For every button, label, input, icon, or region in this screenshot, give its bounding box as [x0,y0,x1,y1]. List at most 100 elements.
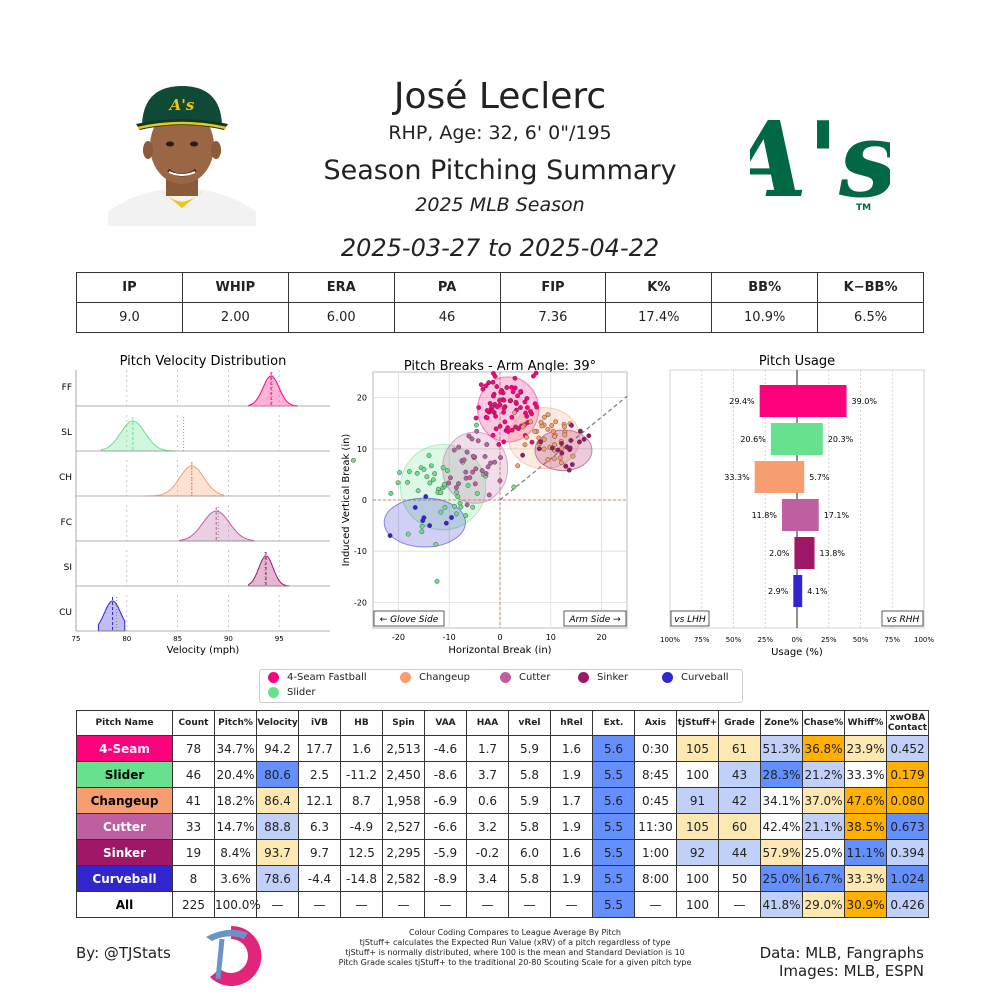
pitch-table-header-cell: Ext. [592,710,635,736]
velocity-density-changeup [144,465,224,497]
pitch-break-point [552,434,557,439]
pitch-metric-cell: 100 [676,891,719,918]
pitch-break-tick-x: 10 [546,633,556,642]
pitch-break-point [508,398,514,403]
pitch-break-point [395,480,401,486]
pitch-metric-cell: 25.0% [760,865,803,892]
pitch-metric-cell: 5.5 [592,865,635,892]
pitch-break-point [501,409,506,415]
summary-header-cell: K−BB% [817,272,924,303]
pitch-metric-cell: 0.394 [886,839,929,866]
pitch-metric-cell: 41.8% [760,891,803,918]
pitch-break-point [518,405,523,410]
velocity-x-label: Velocity (mph) [167,645,240,656]
pitch-name-cell: Cutter [76,813,173,840]
usage-bar-lhh [794,537,797,569]
pitch-break-point [464,449,470,455]
pitch-break-point [534,404,540,410]
pitch-break-point [494,404,500,410]
pitch-metric-cell: 5.9 [508,735,551,762]
usage-bar-lhh [782,499,797,531]
pitch-metric-cell: 61 [718,735,761,762]
pitch-break-point [451,447,457,453]
pitch-metric-cell: 9.7 [298,839,341,866]
pitch-break-point [512,375,518,381]
summary-value-cell: 7.36 [499,302,607,333]
pitch-break-point [434,578,440,584]
pitch-break-point [442,504,448,510]
legend-label: Curveball [681,672,729,683]
footer-note: tjStuff+ calculates the Expected Run Val… [359,938,671,947]
pitch-break-tick-y: 10 [357,445,367,454]
pitch-break-point [465,483,471,488]
pitch-usage-chart: Pitch Usage 100% 75% 50% 25% 0% 25% 50% 75% 100% 2… [660,354,934,658]
pitch-metric-cell: 8:45 [634,761,677,788]
usage-label-lhh: 29.4% [729,397,755,406]
usage-bar-rhh [797,499,819,531]
summary-header-cell: IP [76,272,183,303]
pitch-break-point [473,466,479,472]
pitch-break-point [444,468,450,473]
pitch-table-row: Slider 46 20.4% 80.6 2.5 -11.2 2,450 -8.6 3.7 5.8… [76,761,929,788]
summary-header-cell: BB% [711,272,819,303]
pitch-break-point [524,396,530,401]
pitch-metric-cell: 100 [676,761,719,788]
velocity-tick-label: 95 [275,635,284,643]
legend-item: Slider [268,687,316,698]
pitch-metric-cell: 8 [172,865,215,892]
pitch-break-tick-x: -10 [443,633,456,642]
footer-notes: Colour Coding Compares to League Average… [300,928,730,968]
summary-header-cell: FIP [499,272,607,303]
player-name: José Leclerc [393,76,607,117]
pitch-break-point [496,442,502,447]
velocity-density-cutter [179,510,255,542]
footer-note: Pitch Grade scales tjStuff+ to the tradi… [338,958,692,967]
pitch-break-point [555,447,561,453]
pitch-metric-cell: 5.8 [508,865,551,892]
pitch-table-header-cell: iVB [298,710,341,736]
pitch-metric-cell: 12.5 [340,839,383,866]
pitch-break-point [484,442,490,447]
pitch-table-header-cell: HAA [466,710,509,736]
pitch-metric-cell: 5.6 [592,735,635,762]
pitch-break-point [473,415,479,421]
tjstats-logo [206,925,262,986]
usage-label-rhh: 4.1% [807,587,828,596]
pitch-metric-cell: 19 [172,839,215,866]
pitch-break-point [501,439,507,445]
usage-label-rhh: 17.1% [824,511,850,520]
pitch-break-point [452,503,457,509]
pitch-metric-cell: 8:00 [634,865,677,892]
pitch-break-point [566,467,572,473]
pitch-break-point [498,389,504,395]
pitch-metric-cell: 30.9% [844,891,887,918]
pitch-break-point [510,389,516,395]
pitch-usage-tick: 100% [660,636,680,644]
pitch-metric-cell: 12.1 [298,787,341,814]
pitch-break-point [559,445,565,451]
summary-value-cell: 6.5% [817,302,924,333]
pitch-break-point [456,444,462,450]
pitch-break-point [430,477,436,483]
pitch-metric-cell: 92 [676,839,719,866]
velocity-tick-label: 75 [72,635,81,643]
pitch-break-point [484,415,490,421]
pitch-metric-cell: 34.1% [760,787,803,814]
pitch-metric-cell: 1.9 [550,813,593,840]
legend-label: Cutter [519,672,551,683]
pitch-break-point [474,422,479,428]
pitch-metric-cell: 17.7 [298,735,341,762]
pitch-break-point [512,410,518,416]
pitch-break-point [472,481,478,487]
pitch-break-point [494,384,500,389]
pitch-break-point [550,428,556,434]
pitch-metric-cell: — [382,891,425,918]
report-title: Season Pitching Summary [323,155,677,186]
velocity-row-label: SL [61,428,72,438]
pitch-break-point [474,491,480,496]
pitch-metric-cell: 2,295 [382,839,425,866]
usage-label-lhh: 33.3% [724,473,750,482]
summary-value-row: 9.0 2.00 6.00 46 7.36 17.4% 10.9% 6.5% [76,302,924,333]
pitch-table-row: Cutter 33 14.7% 88.8 6.3 -4.9 2,527 -6.6 3.2 5.8 1… [76,813,929,840]
pitch-metric-cell: 5.5 [592,761,635,788]
